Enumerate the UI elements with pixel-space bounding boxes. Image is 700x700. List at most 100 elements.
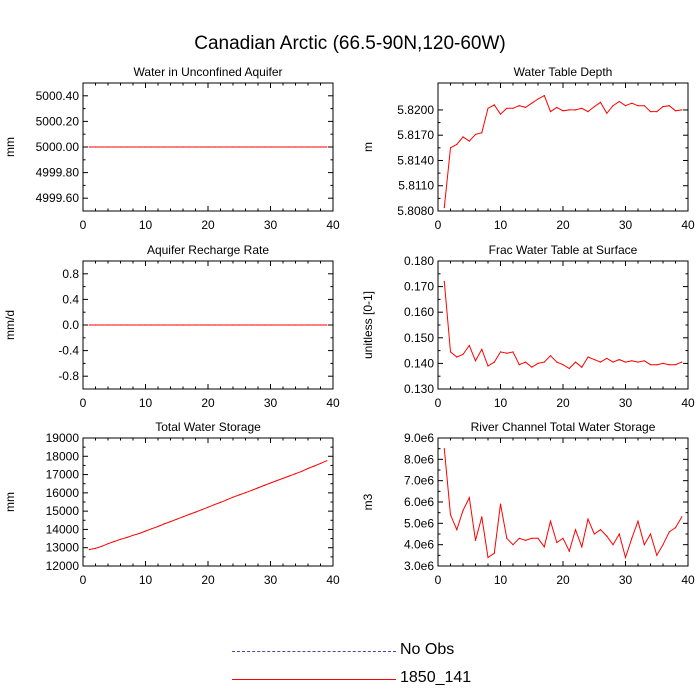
x-tick-label: 30: [619, 218, 633, 232]
data-point: [512, 107, 514, 109]
data-point: [269, 146, 272, 148]
data-point: [132, 324, 134, 326]
data-point: [668, 364, 670, 366]
y-tick-label: 6.0e6: [404, 495, 434, 509]
data-point: [449, 147, 452, 149]
y-axis-label: mm: [3, 137, 17, 157]
data-point: [207, 324, 209, 326]
data-point: [226, 324, 228, 326]
data-point: [456, 529, 458, 531]
data-point: [257, 146, 259, 148]
data-point: [213, 146, 215, 148]
data-point: [599, 101, 602, 103]
data-point: [574, 109, 577, 111]
x-tick-label: 20: [201, 218, 215, 232]
data-point: [326, 146, 328, 148]
plot-frame: [82, 437, 334, 567]
data-point: [107, 146, 109, 148]
data-point: [201, 324, 203, 326]
data-point: [618, 359, 620, 361]
data-point: [674, 110, 677, 112]
y-tick-label: 4999.60: [36, 191, 80, 205]
x-tick-label: 40: [326, 218, 340, 232]
data-point: [443, 448, 445, 450]
data-point: [307, 324, 309, 326]
data-point: [244, 324, 247, 326]
data-point: [568, 550, 570, 552]
data-point: [88, 146, 90, 148]
data-point: [138, 146, 140, 148]
data-point: [169, 324, 172, 326]
x-tick-label: 30: [619, 396, 633, 410]
data-point: [169, 521, 172, 523]
data-point: [126, 324, 128, 326]
data-point: [276, 480, 278, 482]
y-tick-label: 18000: [46, 449, 80, 463]
data-point: [606, 535, 608, 537]
data-point: [251, 146, 253, 148]
x-tick-label: 10: [139, 396, 153, 410]
data-point: [518, 105, 520, 107]
data-point: [537, 98, 539, 100]
data-point: [524, 106, 527, 108]
data-point: [144, 324, 147, 326]
data-point: [599, 529, 602, 531]
data-point: [213, 504, 215, 506]
chart-title: Frac Water Table at Surface: [489, 243, 638, 257]
x-tick-label: 0: [435, 396, 442, 410]
series-line: [443, 448, 683, 560]
chart-panel-6: 0 10 20 30 40 3.0e6 4.0e6 5.0e6 6.0e6 7.0e6 8.0e6 9…: [361, 420, 695, 587]
data-point: [301, 324, 303, 326]
x-tick-label: 30: [264, 396, 278, 410]
data-point: [251, 324, 253, 326]
data-point: [531, 102, 533, 104]
data-point: [201, 509, 203, 511]
data-point: [244, 146, 247, 148]
data-point: [487, 365, 489, 367]
data-point: [226, 146, 228, 148]
y-tick-label: 17000: [46, 468, 80, 482]
data-point: [194, 324, 197, 326]
plot-frame: [437, 260, 689, 390]
data-point: [313, 146, 315, 148]
data-point: [176, 324, 178, 326]
data-point: [487, 556, 489, 559]
data-point: [326, 324, 328, 326]
y-tick-label: 0.140: [404, 356, 434, 370]
x-tick-label: 40: [681, 573, 695, 587]
y-tick-label: -0.8: [58, 369, 79, 383]
data-point: [662, 106, 664, 108]
data-point: [631, 360, 633, 362]
data-point: [537, 362, 539, 364]
data-point: [681, 109, 683, 111]
data-point: [481, 132, 483, 134]
chart-panel-4: 0 10 20 30 40 0.130 0.140 0.150 0.160 0.170 0.180 F…: [361, 243, 695, 410]
data-point: [101, 324, 103, 326]
chart-title: Water in Unconfined Aquifer: [134, 65, 283, 79]
y-tick-label: 0.180: [404, 254, 434, 268]
y-tick-label: 0.160: [404, 305, 434, 319]
data-point: [119, 538, 122, 540]
data-point: [531, 366, 533, 368]
data-point: [201, 146, 203, 148]
y-axis-label: mm/d: [3, 310, 17, 340]
data-point: [549, 355, 552, 357]
y-tick-label: 12000: [46, 559, 80, 573]
x-tick-label: 40: [681, 396, 695, 410]
data-point: [556, 106, 558, 108]
x-tick-label: 0: [435, 218, 442, 232]
x-tick-label: 40: [681, 218, 695, 232]
data-point: [606, 357, 608, 359]
data-point: [132, 534, 134, 536]
data-point: [288, 324, 290, 326]
data-point: [263, 146, 265, 148]
data-point: [518, 364, 520, 366]
data-point: [643, 105, 645, 107]
data-point: [113, 540, 115, 543]
data-point: [474, 539, 477, 542]
y-tick-label: 5000.40: [36, 89, 80, 103]
data-point: [506, 352, 508, 354]
data-point: [163, 146, 165, 148]
data-point: [313, 324, 315, 326]
x-tick-label: 20: [556, 573, 570, 587]
